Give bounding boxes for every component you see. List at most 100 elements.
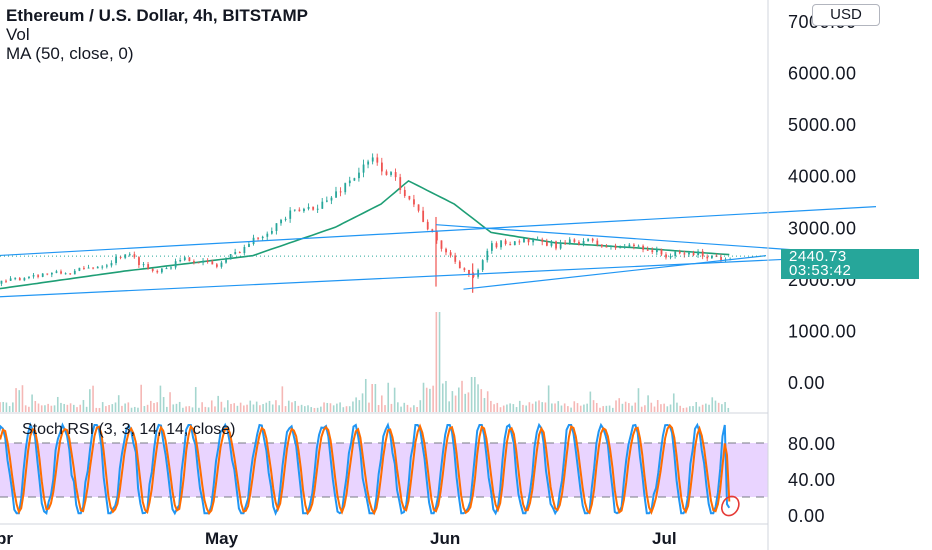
volume-bar <box>499 407 502 412</box>
volume-bar <box>220 401 223 412</box>
candle-body <box>243 246 246 254</box>
stoch-tick-label: 40.00 <box>788 470 836 490</box>
volume-bar <box>156 402 159 412</box>
volume-bar <box>175 403 178 412</box>
candle-body <box>330 197 333 201</box>
candle-body <box>307 206 310 209</box>
volume-bar <box>368 402 370 412</box>
last-price-value: 2440.73 <box>789 248 847 265</box>
volume-bar <box>278 405 280 412</box>
currency-button[interactable]: USD <box>812 4 880 26</box>
candle-body <box>614 245 617 249</box>
candle-body <box>220 262 223 267</box>
volume-bar <box>438 312 441 412</box>
volume-bar <box>210 400 213 412</box>
volume-bar <box>454 395 457 412</box>
candle-body <box>188 257 191 262</box>
candle-body <box>371 157 374 162</box>
candle-body <box>206 260 209 262</box>
candle-body <box>591 238 594 241</box>
candle-body <box>133 254 136 258</box>
volume-bar <box>721 404 723 412</box>
trendline <box>0 206 877 257</box>
volume-bar <box>361 393 364 412</box>
candle-body <box>610 245 612 247</box>
volume-bar <box>573 401 576 412</box>
candle-body <box>513 241 516 246</box>
time-tick-label: pr <box>0 529 13 548</box>
volume-bar <box>435 312 438 412</box>
candle-body <box>633 244 635 246</box>
candle-body <box>358 172 360 179</box>
volume-bar <box>227 400 229 412</box>
candle-body <box>41 273 44 277</box>
volume-bar <box>467 392 470 412</box>
candle-body <box>69 273 72 275</box>
candle-body <box>362 164 365 173</box>
volume-bar <box>628 403 630 412</box>
volume-bar <box>374 384 377 412</box>
volume-bar <box>34 400 37 412</box>
volume-bar <box>60 402 62 412</box>
ma-legend: MA (50, close, 0) <box>6 44 134 63</box>
candle-body <box>348 180 351 184</box>
volume-bar <box>47 403 49 412</box>
candle-body <box>92 267 95 269</box>
candle-body <box>468 269 470 275</box>
candle-body <box>0 280 3 284</box>
candle-body <box>96 266 99 269</box>
volume-bar <box>595 402 598 412</box>
candle-body <box>445 248 447 253</box>
volume-bar <box>150 400 152 412</box>
candle-body <box>403 189 406 196</box>
volume-bar <box>230 403 232 412</box>
volume-bar <box>352 401 354 412</box>
volume-bar <box>618 398 621 412</box>
volume-bar <box>243 405 245 412</box>
candle-body <box>399 177 402 190</box>
volume-bar <box>535 401 537 412</box>
candle-body <box>546 241 548 246</box>
candle-body <box>518 241 521 243</box>
candle-body <box>523 238 525 243</box>
candle-body <box>376 157 379 163</box>
candle-body <box>193 261 195 263</box>
candle-body <box>110 263 113 266</box>
volume-bar <box>666 406 669 412</box>
candle-body <box>234 251 237 255</box>
volume-bar <box>98 407 101 412</box>
volume-bar <box>672 393 675 412</box>
time-tick-label: Jun <box>430 529 460 548</box>
candle-body <box>688 252 690 255</box>
candle-body <box>578 241 580 245</box>
volume-bar <box>117 395 120 412</box>
candle-body <box>271 230 273 234</box>
volume-bar <box>560 405 563 412</box>
candle-body <box>183 257 186 260</box>
volume-bar <box>717 402 720 412</box>
candle-body <box>527 238 530 243</box>
volume-bar <box>191 407 194 412</box>
candle-body <box>422 210 425 222</box>
candle-body <box>128 254 131 256</box>
candle-body <box>449 252 452 256</box>
volume-bar <box>63 403 65 412</box>
volume-bar <box>480 389 483 412</box>
ma-50-line <box>0 179 730 290</box>
volume-bar <box>695 401 698 412</box>
volume-bar <box>644 405 646 412</box>
volume-bar <box>708 404 710 412</box>
volume-bar <box>358 400 361 412</box>
price-tick-label: 1000.00 <box>788 321 857 341</box>
volume-bar <box>544 402 547 412</box>
candle-body <box>532 239 535 243</box>
volume-bar <box>406 404 409 412</box>
volume-bar <box>631 405 633 412</box>
price-pane <box>0 153 877 412</box>
volume-bar <box>300 404 303 412</box>
candle-body <box>261 236 264 239</box>
volume-bar <box>384 405 386 412</box>
candle-body <box>303 208 305 212</box>
candle-body <box>165 268 168 270</box>
